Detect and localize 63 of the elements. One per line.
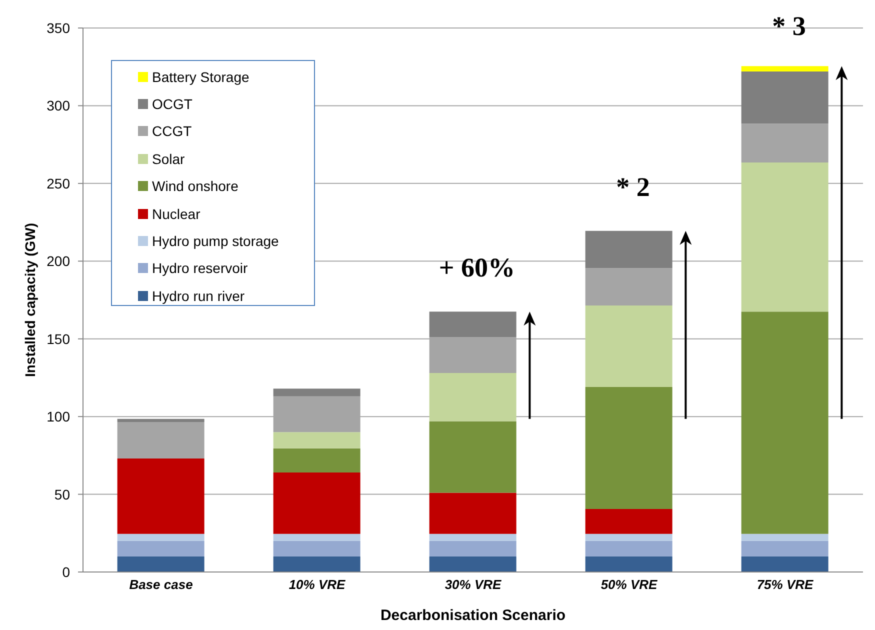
bar: [741, 540, 828, 556]
legend-label: Hydro reservoir: [152, 260, 248, 276]
bar: [429, 421, 516, 493]
legend-label: Solar: [152, 150, 185, 167]
bar: [741, 556, 828, 572]
bar: [741, 66, 828, 72]
legend-label: Nuclear: [152, 206, 200, 222]
bar: [117, 540, 204, 556]
bar: [585, 387, 672, 510]
y-axis-title: Installed capacity (GW): [22, 222, 38, 378]
bar: [585, 305, 672, 388]
bar: [429, 312, 516, 338]
legend-label: Hydro run river: [152, 288, 245, 304]
y-tick-label: 200: [46, 253, 70, 270]
bar: [117, 534, 204, 541]
x-tick-label: 10% VRE: [288, 577, 346, 592]
legend-label: OCGT: [152, 96, 192, 112]
bar: [741, 124, 828, 162]
bar: [273, 534, 360, 541]
x-tick-label: 50% VRE: [600, 577, 658, 592]
bar: [117, 418, 204, 422]
bar: [741, 312, 828, 534]
bar: [429, 556, 516, 572]
bar: [273, 448, 360, 473]
x-axis-title: Decarbonisation Scenario: [380, 607, 566, 624]
legend-label: Wind onshore: [152, 178, 238, 194]
bar: [273, 472, 360, 534]
bar: [585, 509, 672, 534]
bar: [429, 373, 516, 422]
annotation: * 3: [772, 11, 806, 41]
y-tick-label: 50: [54, 486, 70, 502]
bar: [741, 162, 828, 312]
x-tick-label: 30% VRE: [444, 577, 502, 592]
bar: [585, 268, 672, 306]
bar: [585, 540, 672, 556]
bar: [429, 492, 516, 534]
bar: [117, 458, 204, 534]
bar: [429, 540, 516, 556]
annotation: * 2: [616, 172, 650, 202]
x-tick-label: Base case: [129, 577, 193, 592]
bar: [741, 72, 828, 124]
x-tick-label: 75% VRE: [756, 577, 814, 592]
y-tick-label: 300: [46, 98, 70, 114]
bar: [429, 534, 516, 541]
bar: [273, 556, 360, 572]
bar: [585, 230, 672, 268]
bar: [273, 388, 360, 396]
bar: [117, 556, 204, 572]
bar: [273, 540, 360, 556]
bar: [741, 534, 828, 541]
y-tick-label: 350: [46, 20, 70, 36]
bar: [117, 422, 204, 459]
legend-label: Hydro pump storage: [152, 233, 279, 250]
y-tick-label: 250: [46, 175, 70, 192]
y-tick-label: 100: [46, 408, 70, 425]
bar: [273, 432, 360, 448]
y-tick-label: 150: [46, 330, 70, 347]
annotation: + 60%: [438, 252, 516, 283]
legend-label: Battery Storage: [152, 68, 250, 85]
bar: [585, 556, 672, 572]
bar: [585, 534, 672, 541]
legend-label: CCGT: [152, 123, 192, 140]
y-tick-label: 0: [62, 564, 70, 580]
